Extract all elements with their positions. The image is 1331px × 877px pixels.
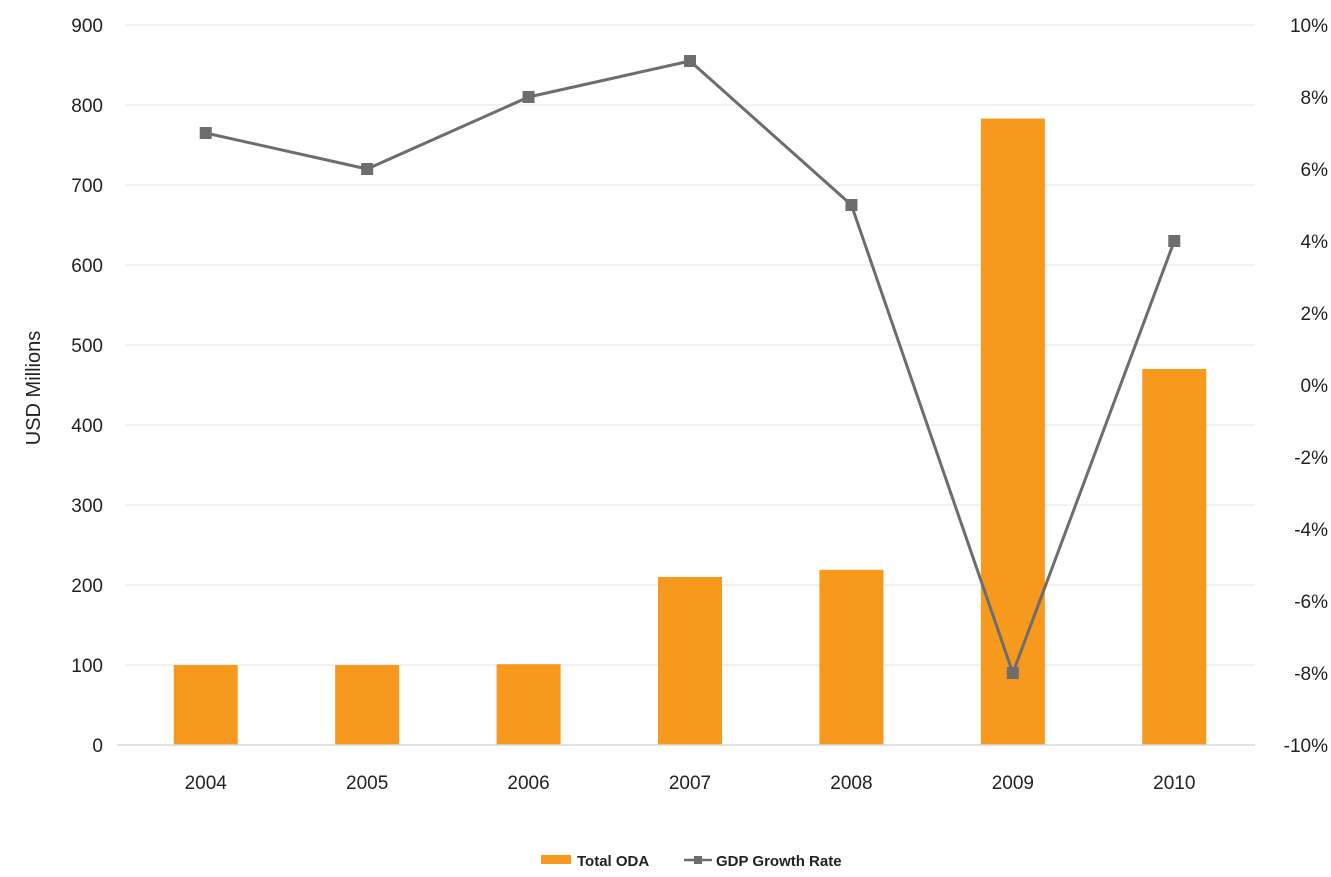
right-y-tick-label: 0% xyxy=(1301,376,1329,397)
bar-2008 xyxy=(819,569,884,745)
left-y-tick-label: 900 xyxy=(71,16,103,37)
right-y-tick-label: -10% xyxy=(1284,736,1328,757)
left-y-tick-label: 200 xyxy=(71,576,103,597)
left-y-tick-label: 600 xyxy=(71,256,103,277)
gdp-point-2008 xyxy=(845,199,858,211)
right-y-tick-label: 8% xyxy=(1301,88,1329,109)
legend-marker-gdp-growth-rate xyxy=(694,856,702,864)
bar-2009 xyxy=(980,118,1045,746)
x-tick-label: 2006 xyxy=(507,773,549,794)
gdp-point-2010 xyxy=(1168,235,1181,247)
y-axis-title: USD Millions xyxy=(23,331,45,445)
right-y-tick-label: 10% xyxy=(1290,16,1328,37)
left-y-axis-ticks: 0 100 200 300 400 500 600 700 800 900 xyxy=(71,16,103,757)
x-tick-label: 2010 xyxy=(1153,773,1195,794)
gdp-point-2007 xyxy=(684,55,696,67)
right-y-tick-label: -2% xyxy=(1294,448,1328,469)
legend-swatch-total-oda xyxy=(541,855,571,864)
x-tick-label: 2005 xyxy=(346,773,388,794)
right-y-tick-label: 2% xyxy=(1301,304,1329,325)
left-y-tick-label: 0 xyxy=(92,736,103,757)
x-axis-ticks: 2004 2005 2006 2007 2008 2009 2010 xyxy=(185,773,1196,794)
x-tick-label: 2009 xyxy=(992,773,1034,794)
line-series-gdp-growth-rate xyxy=(199,55,1181,679)
left-y-tick-label: 300 xyxy=(71,496,103,517)
right-y-tick-label: 6% xyxy=(1301,160,1329,181)
bar-2005 xyxy=(335,665,400,745)
legend: Total ODA GDP Growth Rate xyxy=(541,853,842,870)
left-y-tick-label: 700 xyxy=(71,176,103,197)
gdp-point-2005 xyxy=(361,163,374,175)
right-y-tick-label: -8% xyxy=(1294,664,1328,685)
bar-2007 xyxy=(658,577,722,745)
bar-2006 xyxy=(496,664,561,745)
left-y-tick-label: 400 xyxy=(71,416,103,437)
left-y-tick-label: 800 xyxy=(71,96,103,117)
gdp-point-2006 xyxy=(522,91,535,103)
legend-label-total-oda: Total ODA xyxy=(577,853,649,870)
left-y-tick-label: 500 xyxy=(71,336,103,357)
gridlines xyxy=(125,24,1255,666)
right-y-tick-label: 4% xyxy=(1301,232,1329,253)
gdp-point-2004 xyxy=(199,127,212,139)
right-y-tick-label: -6% xyxy=(1294,592,1328,613)
gdp-point-2009 xyxy=(1006,667,1019,679)
legend-label-gdp-growth-rate: GDP Growth Rate xyxy=(716,853,842,870)
right-y-tick-label: -4% xyxy=(1294,520,1328,541)
x-tick-label: 2008 xyxy=(830,773,872,794)
right-y-axis-ticks: -10% -8% -6% -4% -2% 0% 2% 4% 6% 8% 10% xyxy=(1284,16,1328,757)
bar-2010 xyxy=(1142,369,1207,745)
x-tick-label: 2004 xyxy=(185,773,228,794)
bar-2004 xyxy=(173,665,238,745)
left-y-tick-label: 100 xyxy=(71,656,103,677)
bar-series-total-oda xyxy=(173,118,1207,746)
x-tick-label: 2007 xyxy=(669,773,711,794)
